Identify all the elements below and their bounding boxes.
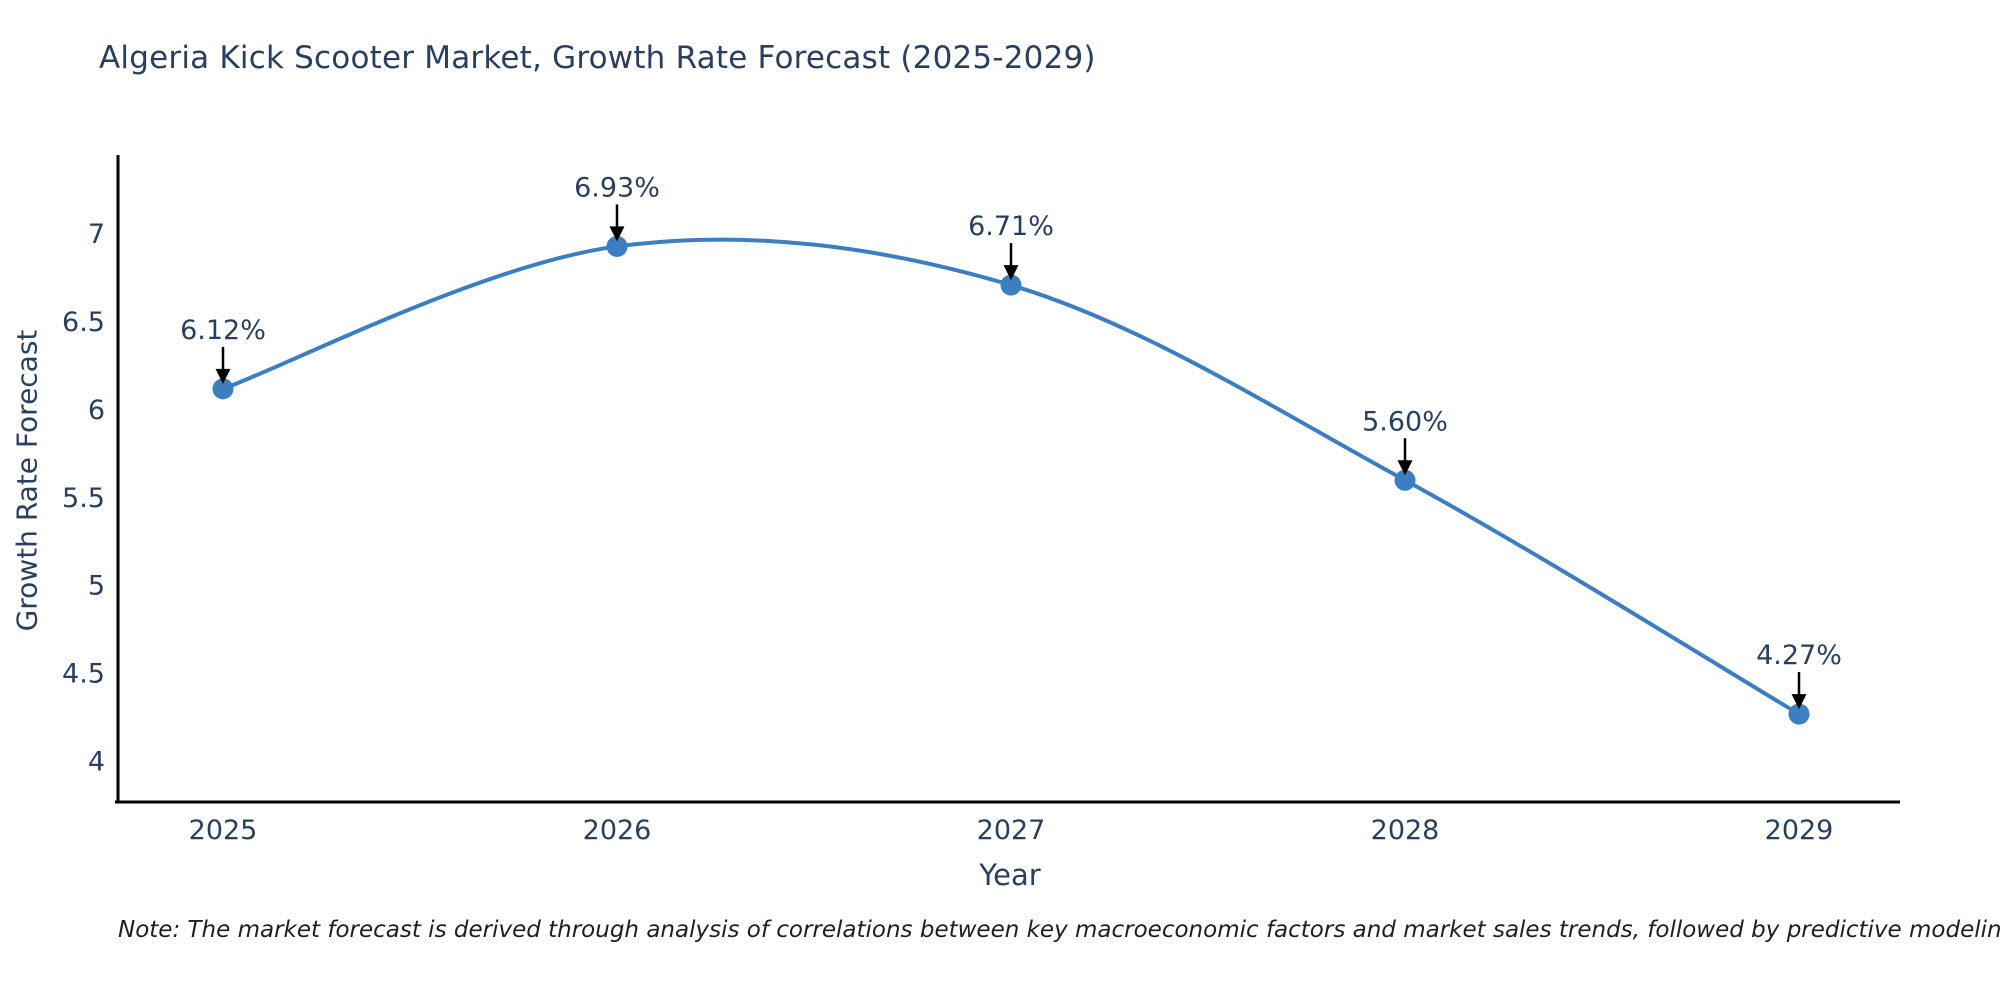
footnote: Note: The market forecast is derived thr… bbox=[118, 917, 2000, 943]
y-tick-label: 6 bbox=[88, 395, 105, 426]
annotation-label: 5.60% bbox=[1362, 406, 1448, 437]
y-tick-label: 6.5 bbox=[62, 307, 105, 338]
annotation-label: 6.12% bbox=[180, 315, 266, 346]
y-tick-label: 5.5 bbox=[62, 483, 105, 514]
x-axis-title: Year bbox=[979, 858, 1041, 892]
x-tick-label: 2028 bbox=[1371, 815, 1440, 846]
y-tick-label: 7 bbox=[88, 219, 105, 250]
y-tick-label: 4 bbox=[88, 747, 105, 778]
data-point-marker[interactable] bbox=[1394, 469, 1416, 491]
x-tick-label: 2027 bbox=[977, 815, 1046, 846]
annotation-arrowhead-icon bbox=[1791, 694, 1807, 710]
chart-title: Algeria Kick Scooter Market, Growth Rate… bbox=[99, 40, 1096, 76]
annotation-label: 4.27% bbox=[1756, 640, 1842, 671]
y-tick-label: 4.5 bbox=[62, 659, 105, 690]
annotation-label: 6.93% bbox=[574, 172, 660, 203]
x-tick-label: 2029 bbox=[1765, 815, 1834, 846]
data-point-marker[interactable] bbox=[606, 235, 628, 257]
data-point-marker[interactable] bbox=[1000, 274, 1022, 296]
annotation-arrowhead-icon bbox=[215, 368, 231, 384]
data-point-marker[interactable] bbox=[1788, 703, 1810, 725]
annotation-label: 6.71% bbox=[968, 211, 1054, 242]
annotation-arrowhead-icon bbox=[609, 226, 625, 242]
x-tick-label: 2025 bbox=[189, 815, 258, 846]
annotation-arrowhead-icon bbox=[1397, 460, 1413, 476]
trend-line bbox=[222, 237, 1801, 716]
y-tick-label: 5 bbox=[88, 571, 105, 602]
annotation-arrowhead-icon bbox=[1003, 265, 1019, 281]
x-tick-label: 2026 bbox=[583, 815, 652, 846]
data-point-marker[interactable] bbox=[212, 378, 234, 400]
